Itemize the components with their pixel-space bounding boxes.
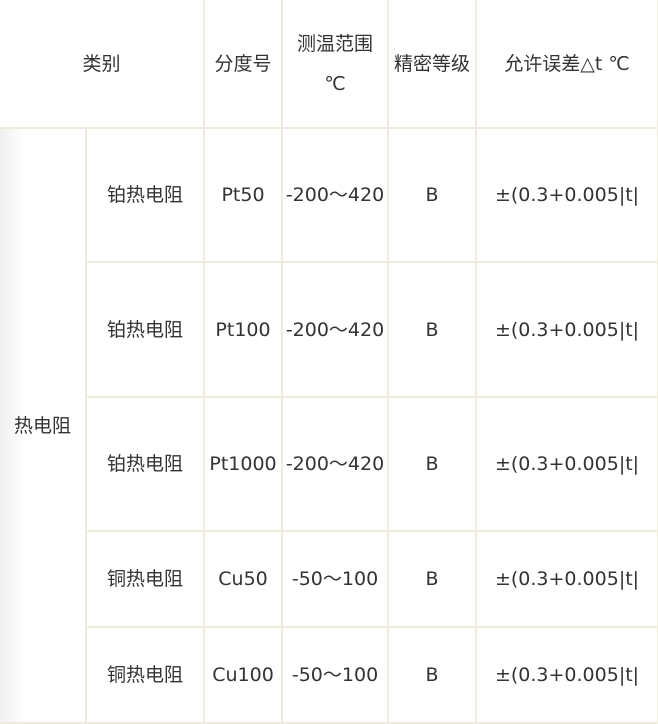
header-category: 类别 [0,0,206,129]
grade-cell: Cu100 [203,626,284,724]
tolerance-cell: ±(0.3+0.005|t| [475,127,658,263]
accuracy-cell: B [387,261,478,398]
table-row: 铂热电阻 Pt1000 -200～420 B ±(0.3+0.005|t| [0,396,658,532]
type-cell: 铜热电阻 [86,530,206,628]
header-accuracy: 精密等级 [387,0,478,129]
table-row: 铂热电阻 Pt100 -200～420 B ±(0.3+0.005|t| [0,261,658,398]
tolerance-cell: ±(0.3+0.005|t| [475,396,658,532]
tolerance-cell: ±(0.3+0.005|t| [475,530,658,628]
table-row: 热电阻 铂热电阻 Pt50 -200～420 B ±(0.3+0.005|t| [0,127,658,724]
grade-cell: Pt50 [203,127,284,263]
table-row: 铜热电阻 Cu100 -50～100 B ±(0.3+0.005|t| [0,626,658,724]
header-grade: 分度号 [203,0,284,129]
grade-cell: Pt1000 [203,396,284,532]
header-row: 类别 分度号 测温范围 ℃ 精密等级 允许误差△t ℃ [0,0,658,129]
range-cell: -200～420 [281,396,390,532]
type-cell: 铂热电阻 [84,127,206,263]
accuracy-cell: B [387,626,478,724]
range-cell: -200～420 [281,127,390,263]
header-range: 测温范围 ℃ [281,0,390,129]
header-tolerance: 允许误差△t ℃ [475,0,658,129]
grade-cell: Cu50 [203,530,284,628]
table-row: 铜热电阻 Cu50 -50～100 B ±(0.3+0.005|t| [0,530,658,628]
range-cell: -50～100 [281,530,390,628]
grade-cell: Pt100 [203,261,284,398]
tolerance-cell: ±(0.3+0.005|t| [475,626,658,724]
type-cell: 铂热电阻 [86,396,206,532]
range-cell: -200～420 [281,261,390,398]
accuracy-cell: B [387,396,478,532]
tolerance-cell: ±(0.3+0.005|t| [475,261,658,398]
type-cell: 铜热电阻 [86,626,206,724]
category-group-cell: 热电阻 [0,127,87,724]
accuracy-cell: B [387,127,478,263]
type-cell: 铂热电阻 [86,261,206,398]
accuracy-cell: B [387,530,478,628]
range-cell: -50～100 [281,626,390,724]
